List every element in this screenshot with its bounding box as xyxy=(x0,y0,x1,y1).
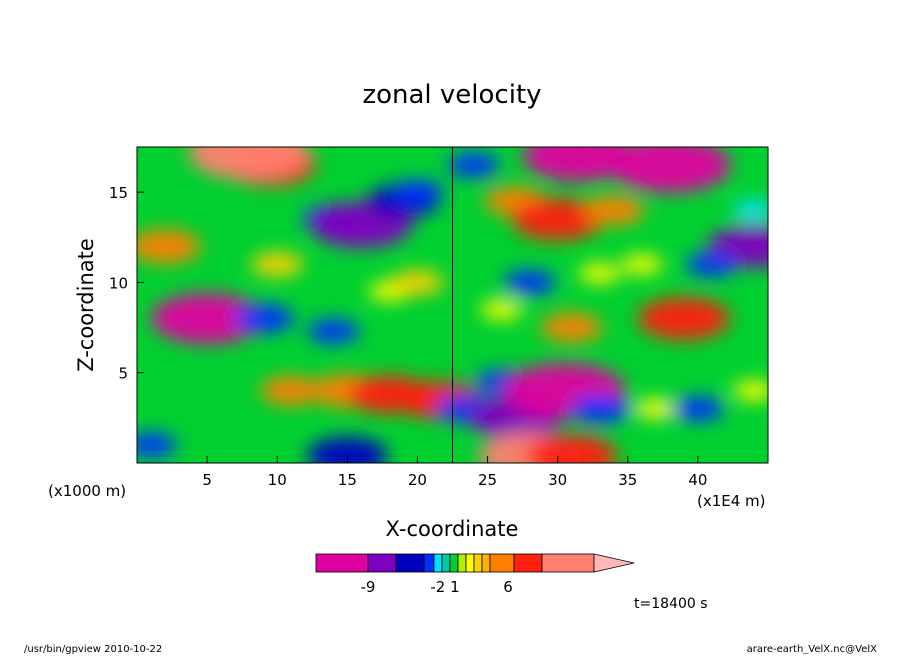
colorbar-swatch xyxy=(465,553,475,573)
field-blob xyxy=(582,195,645,225)
field-blob xyxy=(151,292,264,345)
x-tick-label: 10 xyxy=(268,471,287,489)
footer-right: arare-earth_VelX.nc@VelX xyxy=(747,644,878,654)
colorbar-swatch xyxy=(541,553,595,573)
field-blob xyxy=(732,200,768,221)
field-blob xyxy=(306,436,389,463)
time-label: t=18400 s xyxy=(634,596,708,612)
colorbar-swatch xyxy=(423,553,435,573)
x-tick-label: 40 xyxy=(688,471,707,489)
y-axis-label: Z-coordinate xyxy=(74,238,98,372)
y-tick-label: 15 xyxy=(109,184,128,202)
y-axis: 5 10 15 xyxy=(109,184,144,383)
field-blob xyxy=(578,263,621,284)
colorbar-swatch xyxy=(433,553,443,573)
field-blob xyxy=(637,297,730,340)
field-blob xyxy=(525,434,618,463)
colorbar-swatch xyxy=(513,553,543,573)
colorbar-tick-label: 6 xyxy=(503,578,513,596)
chart-title: zonal velocity xyxy=(362,80,541,110)
x-unit-right: (x1E4 m) xyxy=(697,492,766,510)
field-blob xyxy=(620,254,663,275)
colorbar-swatch xyxy=(473,553,483,573)
x-unit-left: (x1000 m) xyxy=(48,482,126,500)
field-blob xyxy=(447,152,500,178)
colorbar-swatch xyxy=(489,553,515,573)
field-blob xyxy=(251,251,304,277)
field-blob xyxy=(391,179,444,205)
colorbar-swatch xyxy=(395,553,425,573)
field-blob xyxy=(671,396,724,422)
field-blob xyxy=(307,318,360,344)
colorbar-swatch xyxy=(441,553,451,573)
x-axis-label: X-coordinate xyxy=(386,517,519,541)
field-blob xyxy=(391,270,444,295)
colorbar-swatch xyxy=(449,553,459,573)
colorbar-swatch xyxy=(481,553,491,573)
field-blob xyxy=(634,398,677,420)
field-blob xyxy=(568,394,631,424)
y-tick-label: 10 xyxy=(109,274,128,292)
field-blob xyxy=(480,299,523,320)
colorbar xyxy=(315,553,635,573)
y-tick-label: 5 xyxy=(118,365,128,383)
x-tick-label: 5 xyxy=(202,471,212,489)
plot-frame xyxy=(136,146,769,464)
x-tick-label: 20 xyxy=(408,471,427,489)
field-blob xyxy=(232,303,295,334)
field-blob xyxy=(260,376,323,406)
colorbar-swatch xyxy=(367,553,397,573)
field-blob xyxy=(732,380,768,401)
colorbar-tick-label: -9 xyxy=(361,578,376,596)
colorbar-swatch xyxy=(315,553,369,573)
x-tick-label: 30 xyxy=(548,471,567,489)
colorbar-swatch xyxy=(457,553,467,573)
field-blob xyxy=(137,432,178,458)
field-blob xyxy=(522,147,635,182)
field-blob xyxy=(511,198,604,241)
field-blob xyxy=(503,270,556,295)
field-blob xyxy=(188,147,311,181)
x-tick-label: 15 xyxy=(338,471,357,489)
footer-left: /usr/bin/gpview 2010-10-22 xyxy=(24,644,162,654)
field-blob xyxy=(685,251,738,277)
x-tick-label: 25 xyxy=(478,471,497,489)
x-tick-label: 35 xyxy=(618,471,637,489)
colorbar-arrow xyxy=(593,553,635,573)
field-blob xyxy=(137,229,202,264)
plot-area xyxy=(137,147,768,463)
field-blob xyxy=(608,147,731,193)
colorbar-tick-label: -2 1 xyxy=(430,578,459,596)
x-axis: 5 10 15 20 25 30 35 40 xyxy=(202,456,707,489)
colorbar-ticks: -9 -2 1 6 xyxy=(361,578,513,596)
field-blob xyxy=(540,312,603,343)
